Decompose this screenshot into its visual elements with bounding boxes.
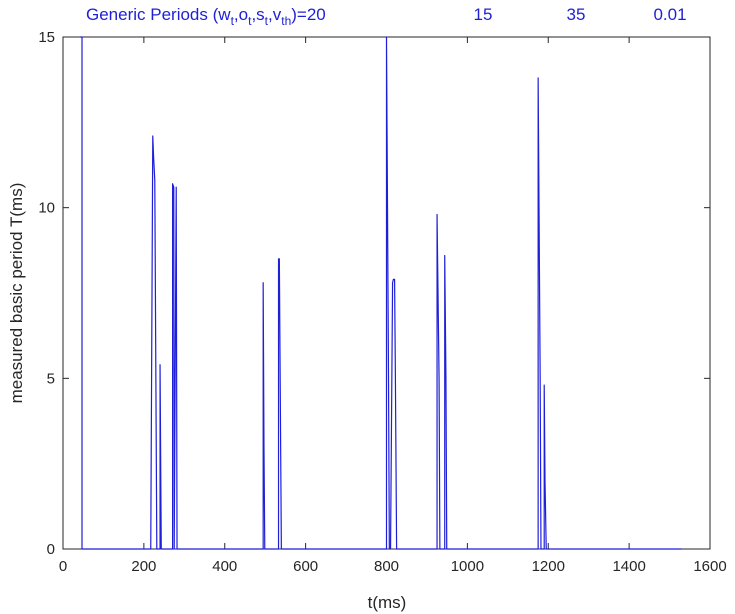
x-axis-label: t(ms) bbox=[368, 593, 407, 612]
title-subscript: t bbox=[265, 14, 269, 28]
title-subscript: t bbox=[248, 14, 252, 28]
x-tick-label: 600 bbox=[293, 558, 318, 575]
series-line bbox=[79, 36, 682, 550]
y-tick-label: 5 bbox=[47, 370, 55, 387]
title-subscript: t bbox=[231, 14, 235, 28]
x-tick-label: 1600 bbox=[693, 558, 726, 575]
y-tick-label: 0 bbox=[47, 541, 55, 558]
title-value: 35 bbox=[567, 5, 586, 24]
title-value: 15 bbox=[474, 5, 493, 24]
title-text: Generic Periods (w bbox=[86, 5, 231, 24]
title-subscript: th bbox=[281, 14, 291, 28]
x-tick-label: 1000 bbox=[451, 558, 484, 575]
title-text: )=20 bbox=[291, 5, 326, 24]
title-value: 0.01 bbox=[653, 5, 686, 24]
x-tick-label: 0 bbox=[59, 558, 67, 575]
x-tick-label: 400 bbox=[212, 558, 237, 575]
x-tick-label: 1200 bbox=[532, 558, 565, 575]
title-text: ,o bbox=[234, 5, 248, 24]
chart-title: Generic Periods (wt,ot,st,vth)=20 bbox=[86, 5, 326, 28]
x-axis: 0 200 400 600 800 1000 1200 1400 1600 bbox=[59, 37, 727, 575]
x-tick-label: 1400 bbox=[612, 558, 645, 575]
x-tick-label: 200 bbox=[131, 558, 156, 575]
title-text: ,s bbox=[251, 5, 264, 24]
x-tick-label: 800 bbox=[374, 558, 399, 575]
y-tick-label: 10 bbox=[38, 200, 55, 217]
y-tick-label: 15 bbox=[38, 29, 55, 46]
y-axis-label: measured basic period T(ms) bbox=[7, 183, 26, 404]
title-values: 15 35 0.01 bbox=[474, 5, 687, 24]
y-axis: 0 5 10 15 bbox=[38, 29, 710, 558]
title-text: ,v bbox=[268, 5, 282, 24]
